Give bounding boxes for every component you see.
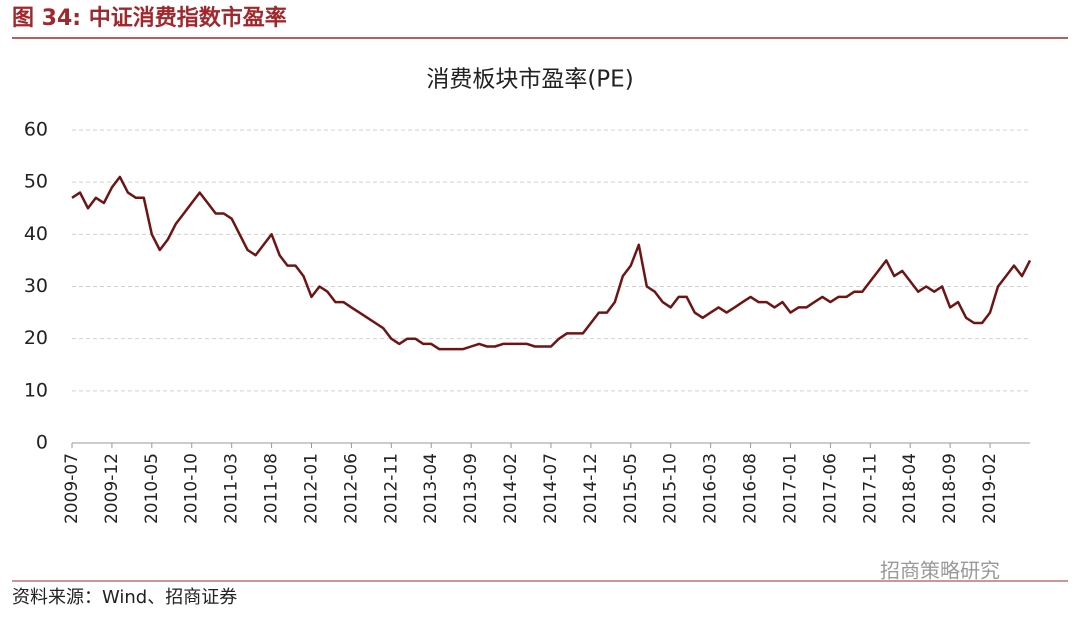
y-tick-label: 40 bbox=[24, 223, 48, 245]
x-tick-label: 2017-11 bbox=[860, 453, 880, 524]
figure-title: 图 34: 中证消费指数市盈率 bbox=[12, 5, 287, 31]
y-tick-label: 30 bbox=[24, 275, 48, 297]
x-tick-label: 2017-01 bbox=[780, 453, 800, 524]
x-tick-label: 2012-01 bbox=[301, 453, 321, 524]
x-tick-label: 2009-07 bbox=[62, 453, 82, 524]
x-tick-label: 2010-05 bbox=[142, 453, 162, 524]
source: 资料来源：Wind、招商证券 bbox=[12, 587, 237, 608]
y-tick-label: 0 bbox=[36, 432, 48, 454]
x-tick-label: 2009-12 bbox=[102, 453, 122, 524]
chart-title: 消费板块市盈率(PE) bbox=[426, 67, 633, 93]
x-tick-label: 2012-06 bbox=[341, 453, 361, 524]
x-tick-label: 2014-07 bbox=[541, 453, 561, 524]
x-tick-label: 2011-03 bbox=[222, 453, 242, 524]
x-tick-label: 2012-11 bbox=[381, 453, 401, 524]
watermark: 招商策略研究 bbox=[880, 559, 1000, 583]
x-tick-label: 2013-04 bbox=[421, 453, 441, 524]
y-tick-label: 50 bbox=[24, 171, 48, 193]
x-tick-label: 2018-04 bbox=[900, 453, 920, 524]
x-tick-label: 2016-03 bbox=[701, 453, 721, 524]
x-tick-label: 2019-02 bbox=[980, 453, 1000, 524]
y-tick-label: 60 bbox=[24, 119, 48, 141]
x-tick-label: 2014-02 bbox=[501, 453, 521, 524]
x-tick-label: 2015-10 bbox=[661, 453, 681, 524]
x-tick-label: 2011-08 bbox=[262, 453, 282, 524]
x-tick-label: 2013-09 bbox=[461, 453, 481, 524]
x-tick-label: 2017-06 bbox=[820, 453, 840, 524]
x-tick-label: 2016-08 bbox=[741, 453, 761, 524]
y-tick-label: 10 bbox=[24, 379, 48, 401]
x-tick-label: 2018-09 bbox=[940, 453, 960, 524]
line bbox=[71, 175, 1032, 351]
y-tick-label: 20 bbox=[24, 327, 48, 349]
x-tick-label: 2010-10 bbox=[182, 453, 202, 524]
x-tick-label: 2015-05 bbox=[621, 453, 641, 524]
x-tick-label: 2014-12 bbox=[581, 453, 601, 524]
